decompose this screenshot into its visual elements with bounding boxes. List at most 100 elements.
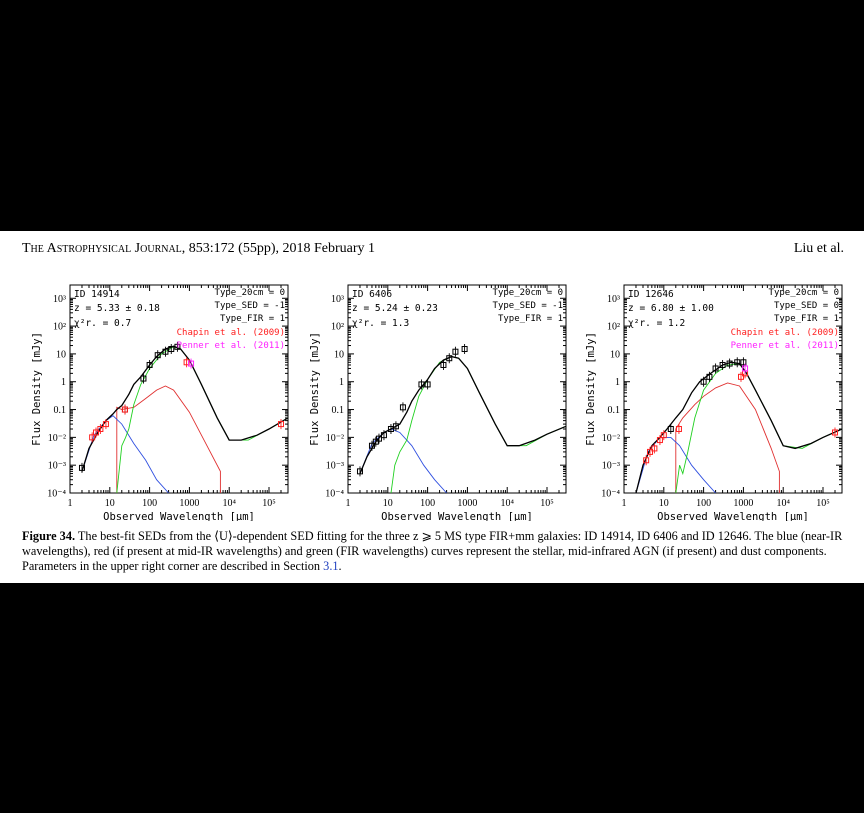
- photometry-point: [356, 468, 363, 475]
- x-tick-label: 1000: [179, 498, 199, 509]
- y-tick-label: 1: [615, 377, 620, 388]
- x-tick-label: 10⁴: [776, 498, 790, 509]
- y-tick-label: 10⁻²: [326, 433, 344, 444]
- chi-square-label: χ²r. = 1.3: [352, 318, 409, 329]
- fit-parameter: Type_FIR = 1: [774, 314, 839, 324]
- y-tick-label: 10: [56, 349, 66, 360]
- series-stellar-line: [81, 415, 169, 493]
- chapin-point: [643, 457, 650, 464]
- photometry-point: [372, 438, 379, 445]
- photometry-point: [452, 348, 459, 355]
- figure-caption: Figure 34. The best-fit SEDs from the ⟨U…: [22, 529, 848, 574]
- fit-parameter: Type_SED = 0: [774, 301, 839, 311]
- series-stellar-line: [359, 428, 447, 493]
- legend-entry: Penner et al. (2011): [177, 341, 285, 351]
- chapin-point: [102, 421, 109, 428]
- caption-text-end: .: [338, 559, 342, 573]
- chi-square-label: χ²r. = 0.7: [74, 318, 131, 329]
- series-dust-line: [675, 363, 842, 493]
- plot-area: [356, 344, 566, 493]
- chapin-point: [97, 425, 104, 432]
- source-id-label: ID 6406: [352, 289, 392, 300]
- source-id-label: ID 14914: [74, 289, 120, 300]
- photometry-point: [380, 432, 387, 439]
- sed-chart-3: 1 10 100 1000 10⁴ 10⁵ 10⁻⁴ 10⁻³ 10⁻² 0.1 1 10 10² 10³…: [585, 284, 843, 521]
- photometry-point: [146, 361, 153, 368]
- x-tick-label: 10⁵: [262, 498, 276, 509]
- y-tick-label: 0.1: [608, 405, 621, 416]
- y-tick-label: 10²: [607, 322, 620, 333]
- y-tick-label: 10⁻²: [48, 433, 66, 444]
- journal-citation: , 853:172 (55pp), 2018 February 1: [181, 241, 376, 256]
- series-total-line: [81, 345, 288, 472]
- chi-square-label: χ²r. = 1.2: [628, 318, 685, 329]
- y-tick-label: 10⁻³: [326, 461, 344, 472]
- series-dust-line: [116, 346, 288, 493]
- photometry-point: [168, 346, 175, 353]
- x-axis-label: Observed Wavelength [μm]: [381, 511, 533, 521]
- photometry-point: [174, 343, 181, 350]
- source-id-label: ID 12646: [628, 289, 674, 300]
- chapin-point: [646, 448, 653, 455]
- chapin-point: [121, 406, 128, 413]
- redshift-label: z = 5.24 ± 0.23: [352, 303, 438, 314]
- y-tick-label: 10³: [607, 294, 620, 305]
- chapin-point: [737, 373, 744, 380]
- photometry-point: [446, 355, 453, 362]
- series-total-line: [635, 361, 842, 493]
- section-link[interactable]: 3.1: [323, 559, 339, 573]
- photometry-point: [740, 359, 747, 366]
- x-tick-label: 1000: [733, 498, 753, 509]
- plot-area: [635, 357, 842, 493]
- redshift-label: z = 6.80 ± 1.00: [628, 303, 714, 314]
- y-tick-label: 10²: [331, 322, 344, 333]
- y-tick-label: 0.1: [54, 405, 67, 416]
- y-tick-label: 10³: [331, 294, 344, 305]
- photometry-point: [712, 365, 719, 372]
- y-axis-label: Flux Density [mJy]: [31, 332, 43, 446]
- plot-frame: [623, 284, 843, 494]
- y-tick-label: 10⁻³: [48, 461, 66, 472]
- y-tick-label: 10⁻³: [602, 461, 620, 472]
- legend-entry: Chapin et al. (2009): [177, 328, 285, 338]
- x-tick-label: 100: [696, 498, 711, 509]
- photometry-point: [719, 361, 726, 368]
- y-tick-label: 10⁻⁴: [325, 489, 344, 500]
- fit-parameter: Type_SED = -1: [215, 301, 285, 311]
- x-tick-label: 1000: [457, 498, 477, 509]
- series-total-line: [359, 355, 566, 474]
- y-tick-label: 10³: [53, 294, 66, 305]
- photometry-point: [140, 375, 147, 382]
- photometry-point: [78, 464, 85, 471]
- sed-chart-1: 1 10 100 1000 10⁴ 10⁵ 10⁻⁴ 10⁻³ 10⁻² 0.1 1 10 10² 10³…: [31, 284, 289, 521]
- y-tick-label: 10⁻⁴: [601, 489, 620, 500]
- chapin-point: [92, 429, 99, 436]
- y-axis-label: Flux Density [mJy]: [309, 332, 321, 446]
- running-header-authors: Liu et al.: [793, 241, 844, 256]
- photometry-point: [399, 404, 406, 411]
- series-agn-line: [116, 385, 221, 493]
- photometry-point: [392, 423, 399, 430]
- x-tick-label: 10⁴: [222, 498, 236, 509]
- sed-panel-1: 1 10 100 1000 10⁴ 10⁵ 10⁻⁴ 10⁻³ 10⁻² 0.1 1 10 10² 10³…: [20, 271, 300, 521]
- y-tick-label: 10: [334, 349, 344, 360]
- chapin-point: [660, 432, 667, 439]
- x-tick-label: 100: [420, 498, 435, 509]
- photometry-point: [368, 442, 375, 449]
- plot-frame: [69, 284, 289, 494]
- photometry-point: [700, 378, 707, 385]
- penner-point: [742, 365, 749, 372]
- chapin-point: [183, 359, 190, 366]
- x-axis-label: Observed Wavelength [μm]: [103, 511, 255, 521]
- legend-entry: Penner et al. (2011): [731, 341, 839, 351]
- y-tick-label: 1: [339, 377, 344, 388]
- chapin-point: [831, 429, 838, 436]
- x-tick-label: 10: [105, 498, 115, 509]
- fit-parameter: Type_FIR = 1: [498, 314, 563, 324]
- x-tick-label: 10: [383, 498, 393, 509]
- y-tick-label: 10²: [53, 322, 66, 333]
- redshift-label: z = 5.33 ± 0.18: [74, 303, 160, 314]
- x-tick-label: 1: [622, 498, 627, 509]
- x-tick-label: 10: [659, 498, 669, 509]
- sed-panel-2: 1 10 100 1000 10⁴ 10⁵ 10⁻⁴ 10⁻³ 10⁻² 0.1 1 10 10² 10³…: [298, 271, 578, 521]
